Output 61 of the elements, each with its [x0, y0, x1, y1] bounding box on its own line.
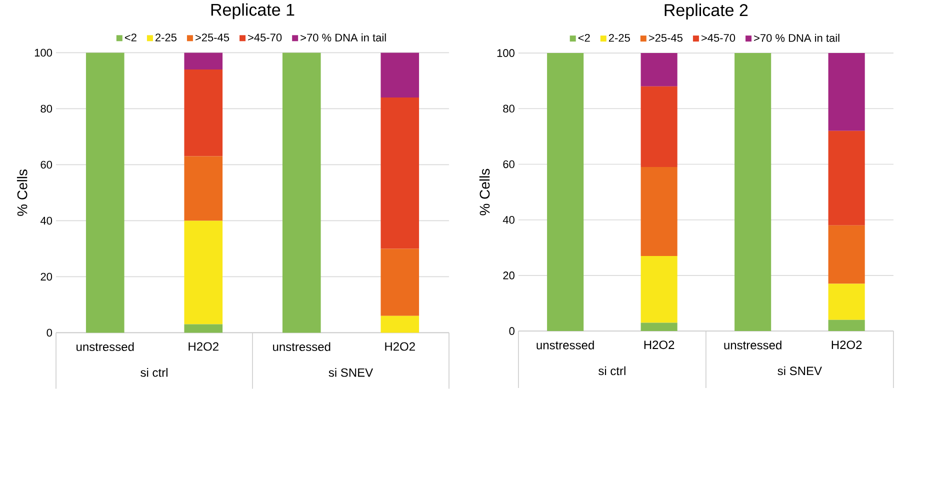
bar — [640, 86, 678, 168]
bar — [380, 248, 420, 316]
bar — [828, 226, 865, 284]
legend-label: <2 — [124, 34, 136, 42]
legend-label: >70 % DNA in tail — [754, 34, 840, 42]
legend-label: >70 % DNA in tail — [300, 34, 386, 42]
legend-label: >45-70 — [702, 34, 736, 42]
text: si ctrl — [598, 366, 626, 376]
bar — [184, 156, 223, 221]
legend-label: 2-25 — [156, 34, 176, 42]
legend-label: <2 — [578, 34, 590, 42]
bar — [640, 53, 678, 87]
y-tick-label: 0 — [46, 329, 52, 337]
bar — [184, 220, 223, 325]
x-tick-label: unstressed — [273, 342, 330, 352]
x-tick-label: unstressed — [536, 340, 594, 350]
y-tick-label: 60 — [40, 161, 52, 169]
chart-title: Replicate 2 — [664, 4, 748, 20]
y-tick-label: 80 — [40, 105, 52, 113]
bar — [380, 316, 420, 333]
legend-label: >25-45 — [196, 34, 230, 42]
y-tick-label: 60 — [503, 160, 514, 168]
bar — [640, 167, 678, 256]
y-tick-label: 80 — [503, 105, 514, 113]
y-tick-label: 40 — [502, 216, 514, 224]
bar — [828, 53, 865, 132]
bar — [640, 322, 678, 332]
y-tick-label: 20 — [40, 273, 52, 281]
bar — [828, 320, 865, 332]
y-axis-title: % Cells — [16, 170, 28, 216]
x-tick-label: H2O2 — [188, 342, 218, 351]
bar — [640, 256, 678, 323]
legend-label: 2-25 — [608, 34, 630, 42]
bar — [184, 70, 223, 157]
bar — [86, 52, 124, 333]
y-tick-label: 0 — [509, 327, 514, 336]
bar — [184, 324, 223, 333]
bar — [828, 131, 865, 226]
legend-label: >45-70 — [248, 34, 282, 42]
text: si SNEV — [328, 368, 374, 378]
y-tick-label: 20 — [503, 272, 514, 280]
bar — [547, 53, 584, 332]
x-tick-label: unstressed — [76, 342, 134, 352]
y-tick-label: 100 — [497, 49, 514, 58]
chart-title: Replicate 1 — [211, 4, 294, 20]
bar — [828, 284, 865, 320]
text: si SNEV — [778, 366, 822, 376]
x-tick-label: H2O2 — [832, 340, 862, 350]
bar — [380, 98, 420, 249]
legend-label: >25-45 — [648, 34, 682, 42]
bar — [184, 52, 223, 70]
bar — [282, 52, 321, 333]
y-tick-label: 40 — [40, 217, 52, 225]
text: si ctrl — [140, 368, 168, 378]
y-axis-title: % Cells — [479, 169, 490, 216]
y-tick-label: 100 — [34, 49, 52, 57]
x-tick-label: H2O2 — [644, 340, 674, 350]
x-tick-label: H2O2 — [385, 342, 415, 351]
x-tick-label: unstressed — [724, 340, 782, 350]
bar — [734, 53, 772, 332]
bar — [380, 52, 420, 98]
